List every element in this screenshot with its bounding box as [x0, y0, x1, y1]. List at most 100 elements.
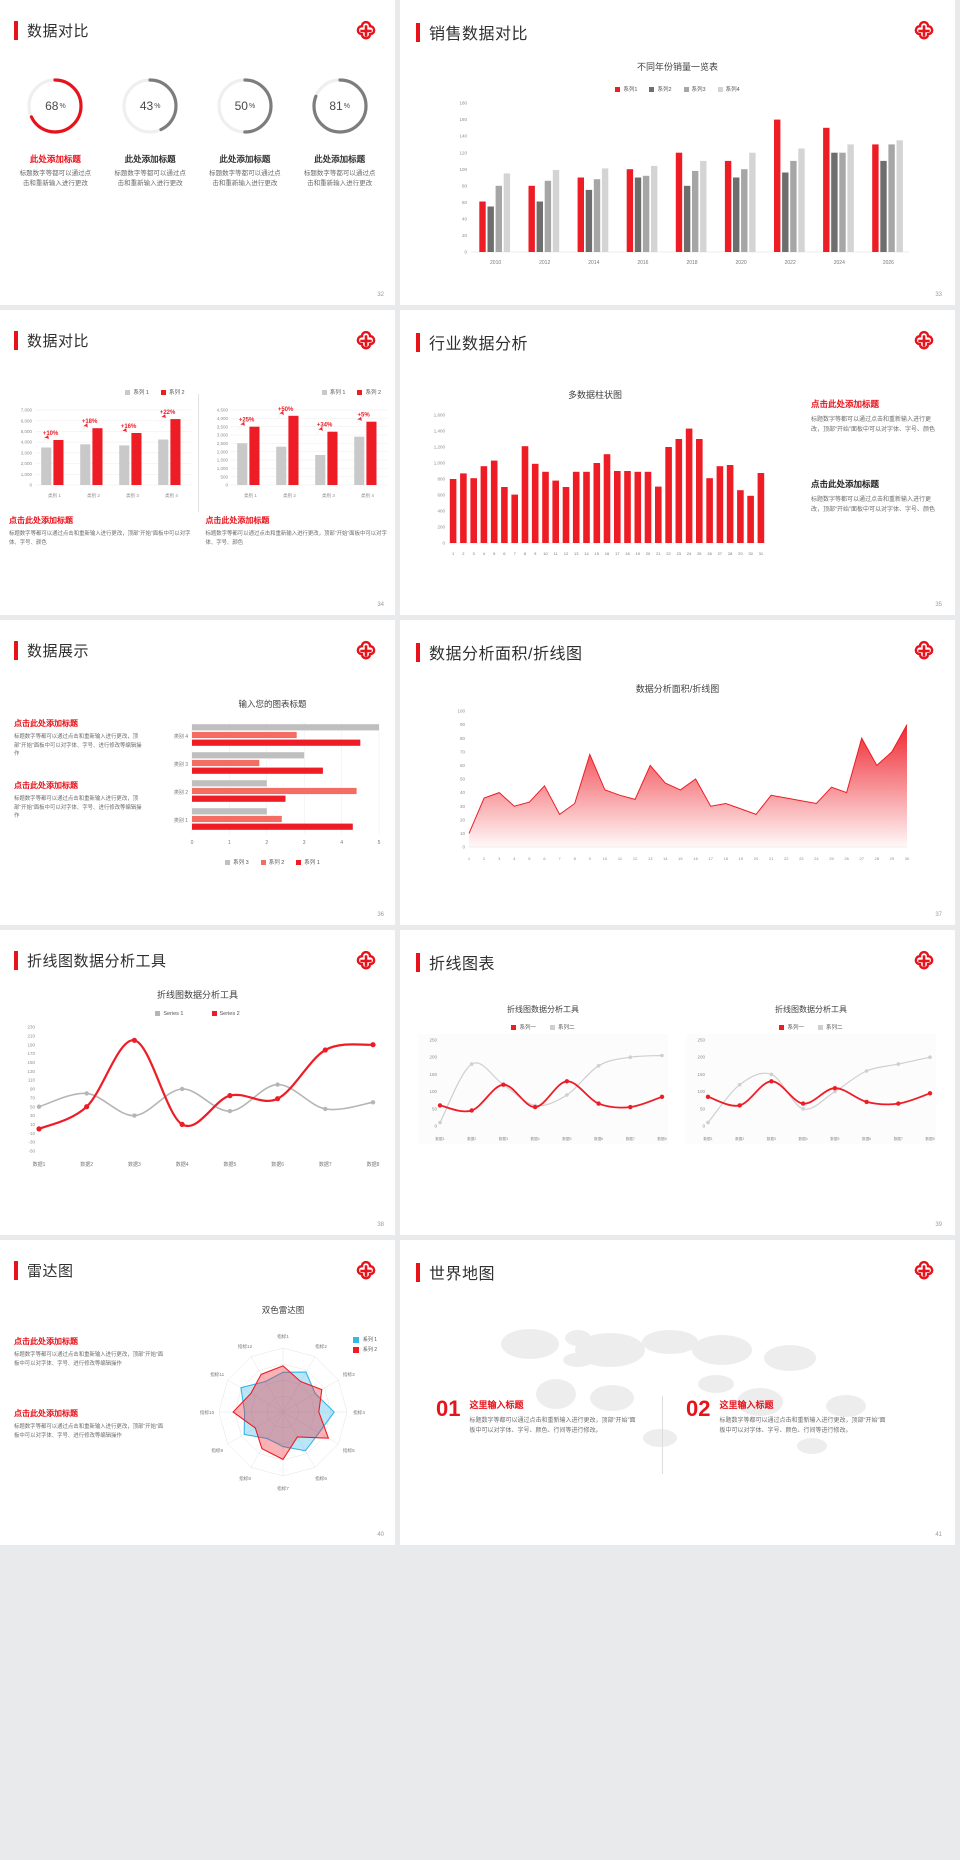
map-landmass [826, 1395, 866, 1417]
legend-item: 系列 3 [225, 858, 249, 866]
bar [634, 471, 642, 543]
brand-logo-icon [356, 20, 376, 40]
bar [724, 160, 731, 252]
data-point [927, 1091, 933, 1096]
chart-title: 数据分析面积/折线图 [635, 684, 720, 694]
slide-title-text: 数据对比 [27, 333, 90, 350]
data-point [705, 1094, 711, 1099]
y-tick-label: 0 [226, 483, 229, 488]
y-tick-label: 150 [697, 1072, 705, 1077]
data-point [896, 1062, 901, 1066]
chart-block: 折线图数据分析工具 系列一 系列二 0 50 100 150 200 250 数据1 数据2 数据… [686, 1004, 936, 1144]
chart-block: 多数据柱状图 0 200 400 600 800 1,000 1,200 1,400 1,600… [420, 388, 770, 559]
x-tick-label: 数据5 [562, 1136, 571, 1141]
y-tick-label: 100 [697, 1089, 705, 1094]
slide-title: 折线图数据分析工具 [14, 950, 167, 971]
x-tick-label: 数据4 [799, 1136, 808, 1141]
slide-s40[interactable]: 雷达图 40 点击此处添加标题 标题数字等都可以通过点击和重新输入进行更改，顶部… [0, 1240, 395, 1545]
brand-logo-icon [356, 330, 376, 350]
y-tick-label: 3,000 [217, 433, 229, 438]
data-point [564, 1079, 570, 1084]
legend-item: 系列3 [683, 85, 706, 93]
bar [192, 739, 361, 746]
data-point [274, 1082, 280, 1087]
y-tick-label: 2,000 [217, 449, 229, 454]
slide-s33[interactable]: 销售数据对比 33 不同年份销量一览表 系列1 系列2 系列3 系列4 0 20 40 60… [400, 0, 955, 305]
slide-title-text: 数据展示 [27, 643, 90, 660]
brand-logo-icon [914, 1260, 934, 1280]
y-tick-label: 1,000 [434, 461, 446, 466]
bar [192, 795, 286, 802]
series-line [439, 1080, 663, 1113]
growth-annotation: +10% [43, 431, 59, 437]
x-tick-label: 21 [656, 551, 661, 556]
data-point [131, 1037, 137, 1043]
bar [603, 454, 611, 543]
page-number: 32 [377, 292, 384, 298]
slide-s38[interactable]: 折线图数据分析工具 38 折线图数据分析工具 Series 1 Series 2 … [0, 930, 395, 1235]
y-tick-label: 160 [459, 117, 467, 122]
radar-axis-label: 指标1 [277, 1333, 289, 1340]
data-point [833, 1089, 837, 1094]
text-block: 点击此处添加标题 标题数字等都可以通过点击和重新输入进行更改，顶部“开始”面板中… [14, 718, 144, 759]
x-tick-label: 1 [467, 856, 470, 861]
donut-number: 68 [45, 99, 59, 113]
arrow-icon [275, 410, 285, 421]
x-tick-label: 30 [748, 551, 753, 556]
x-tick-label: 16 [605, 551, 610, 556]
y-tick-label: 230 [27, 1025, 35, 1030]
legend-swatch [125, 390, 131, 396]
slide-s39[interactable]: 折线图表 39 折线图数据分析工具 系列一 系列二 0 50 100 150 200 250 数… [400, 930, 955, 1235]
y-tick-label: 250 [429, 1038, 437, 1043]
slide-s36[interactable]: 数据展示 36 点击此处添加标题 标题数字等都可以通过点击和重新输入进行更改，顶… [0, 620, 395, 925]
slide-s35[interactable]: 行业数据分析 35 多数据柱状图 0 200 400 600 800 1,000 1,200… [400, 310, 955, 615]
bar [249, 426, 260, 485]
slide-s37[interactable]: 数据分析面积/折线图 37 数据分析面积/折线图 0 10 20 30 40 50 60 70… [400, 620, 955, 925]
bar [706, 478, 713, 543]
x-tick-label: 2 [265, 840, 268, 846]
legend-item: Series 1 [155, 1011, 184, 1017]
data-point [832, 1086, 838, 1091]
bar [478, 201, 486, 252]
bar-chart: 0 20 40 60 80 100 120 140 160 180 2010 2012 2014 201… [459, 101, 909, 266]
slide-s41[interactable]: 世界地图 41 01 这里输入标题 标题数字等都可以通过点击和重新输入进行更改，… [400, 1240, 955, 1545]
legend-label: 系列 1 [329, 390, 346, 396]
data-point [864, 1099, 869, 1105]
slide-title: 雷达图 [14, 1260, 74, 1281]
title-accent-bar [416, 332, 420, 352]
x-tick-label: 18 [625, 551, 630, 556]
radar-axis-label: 指标10 [200, 1409, 215, 1416]
bar [53, 440, 64, 485]
y-tick-label: 20 [459, 817, 465, 822]
x-tick-label: 11 [617, 856, 622, 861]
x-tick-label: 2020 [735, 260, 746, 266]
radar-series [232, 1365, 330, 1461]
x-tick-label: 19 [636, 551, 641, 556]
legend-label: 系列2 [657, 87, 672, 93]
y-tick-label: 3,500 [217, 424, 229, 429]
growth-annotation: +50% [278, 407, 294, 413]
bar [737, 490, 744, 543]
slide-s34[interactable]: 数据对比 34 系列 1 系列 2 0 1,000 2,000 3,000 4,00… [0, 310, 395, 615]
x-tick-label: 13 [574, 551, 579, 556]
map-landmass [692, 1335, 752, 1365]
slide-s32[interactable]: 数据对比 32 68% 此处添加标题 标题数字等都可以通过点击和重新输入进行更改 [0, 0, 395, 305]
y-tick-label: 0 [434, 1124, 437, 1129]
y-tick-label: 5,000 [21, 429, 33, 434]
y-tick-label: 类别 4 [174, 733, 188, 740]
radar-series [240, 1371, 335, 1452]
bar [92, 428, 103, 485]
x-tick-label: 数据6 [271, 1161, 284, 1168]
chart-block: 折线图数据分析工具 Series 1 Series 2 -50 -30 -10 10 30… [0, 988, 395, 1171]
donut-chart: 50% [214, 75, 276, 137]
arrow-icon [39, 435, 49, 445]
x-tick-label: 类别 2 [87, 492, 100, 499]
y-tick-label: 类别 1 [174, 817, 188, 824]
bar [544, 180, 551, 252]
title-accent-bar [14, 21, 18, 40]
y-tick-label: 10 [29, 1122, 35, 1127]
chart-title: 输入您的图表标题 [238, 699, 307, 709]
bar [192, 808, 267, 815]
legend-swatch [260, 860, 266, 866]
